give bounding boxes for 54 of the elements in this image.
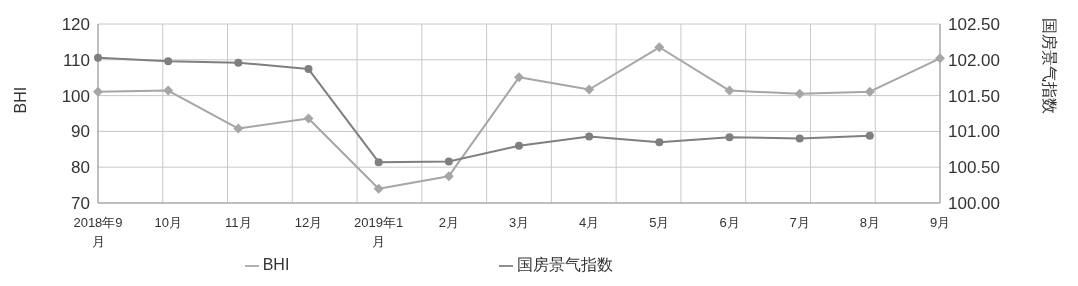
y-tick-label: 80 (71, 158, 90, 178)
x-tick-label: 2月 (438, 215, 459, 230)
point (654, 42, 665, 53)
x-tick-label: 10月 (154, 215, 182, 230)
x-tick-label: 2018年9月 (73, 215, 123, 249)
x-tick-label: 4月 (579, 215, 600, 230)
point (655, 138, 664, 147)
x-tick-label: 5月 (649, 215, 670, 230)
point (164, 57, 173, 66)
point (304, 65, 313, 74)
y2-tick-label: 102.00 (948, 50, 1000, 70)
point (374, 158, 383, 167)
y-axis-title: BHI (11, 86, 29, 114)
x-tick-label: 9月 (929, 215, 951, 230)
point (233, 123, 244, 134)
y2-axis-title: 国房景气指数 (1041, 17, 1059, 114)
x-tick-label: 12月 (294, 215, 323, 230)
y2-tick-label: 100.50 (948, 158, 1000, 178)
point (865, 131, 874, 140)
point (234, 58, 243, 67)
x-tick-label: 8月 (859, 215, 880, 230)
x-tick-label: 7月 (789, 215, 810, 230)
point (514, 72, 524, 83)
point (935, 53, 945, 64)
x-tick-label: 11月 (225, 215, 252, 230)
x-tick-label: 6月 (719, 215, 740, 230)
point (795, 134, 804, 143)
y2-tick-label: 101.50 (948, 86, 1000, 106)
point (373, 183, 384, 194)
point (444, 157, 453, 166)
y-tick-label: 70 (71, 194, 90, 214)
y-tick-label: 110 (62, 50, 90, 70)
x-tick-label: 2019年1月 (354, 215, 404, 249)
point (94, 53, 102, 62)
point (163, 85, 174, 96)
point (794, 88, 805, 99)
y-tick-label: 90 (71, 122, 90, 142)
point (443, 171, 454, 182)
legend-label: BHI (262, 256, 290, 273)
x-tick-label: 3月 (508, 215, 530, 230)
point (724, 85, 735, 96)
legend-label: 国房景气指数 (517, 256, 614, 273)
y2-tick-label: 102.50 (948, 15, 1000, 35)
y-tick-label: 100 (61, 86, 90, 106)
y2-tick-label: 101.00 (948, 122, 1000, 142)
point (725, 133, 734, 142)
point (585, 132, 594, 141)
y-tick-label: 120 (61, 15, 90, 35)
y2-tick-label: 100.00 (948, 194, 1000, 214)
point (93, 86, 103, 97)
point (303, 113, 314, 124)
point (864, 86, 875, 97)
point (515, 141, 523, 150)
point (584, 84, 595, 95)
